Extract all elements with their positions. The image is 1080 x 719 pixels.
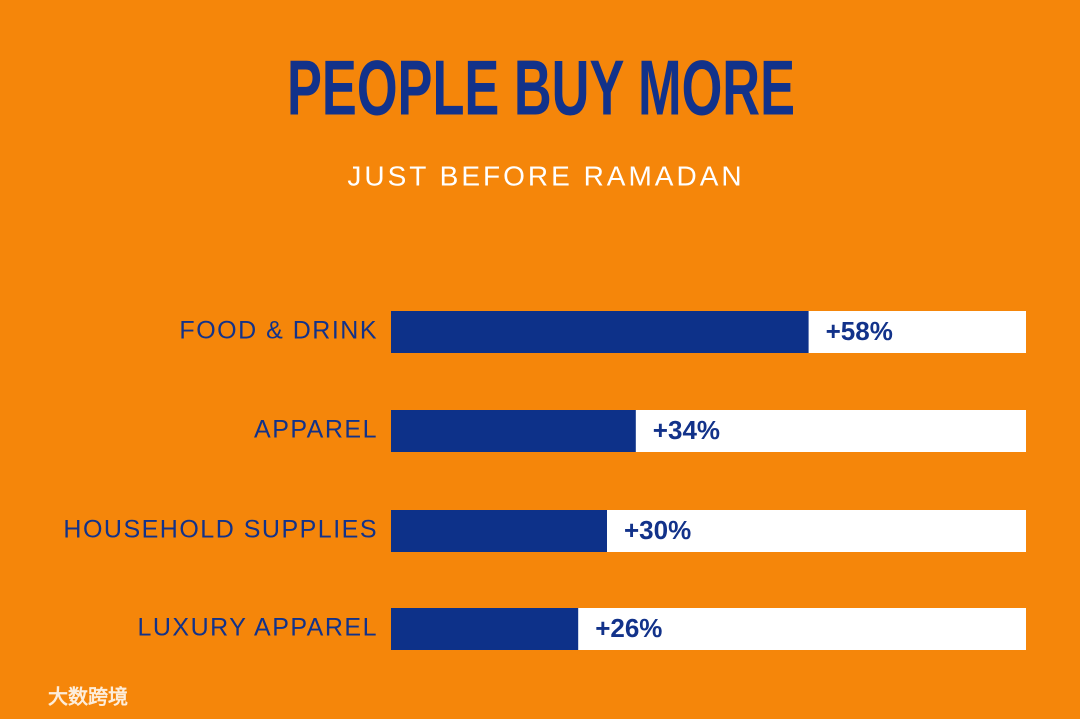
category-label: LUXURY APPAREL xyxy=(137,614,378,642)
value-label: +58% xyxy=(826,316,893,346)
category-label: FOOD & DRINK xyxy=(179,317,378,345)
bar xyxy=(391,510,607,552)
bar xyxy=(391,311,809,353)
value-label: +26% xyxy=(595,613,662,643)
category-label: HOUSEHOLD SUPPLIES xyxy=(63,516,378,544)
watermark: 大数跨境 xyxy=(48,684,128,708)
chart-title: PEOPLE BUY MORE xyxy=(287,44,795,132)
category-label: APPAREL xyxy=(254,416,378,444)
bar xyxy=(391,410,636,452)
bar xyxy=(391,608,579,650)
chart-subtitle: JUST BEFORE RAMADAN xyxy=(347,160,744,191)
value-label: +34% xyxy=(653,415,720,445)
value-label: +30% xyxy=(624,515,691,545)
